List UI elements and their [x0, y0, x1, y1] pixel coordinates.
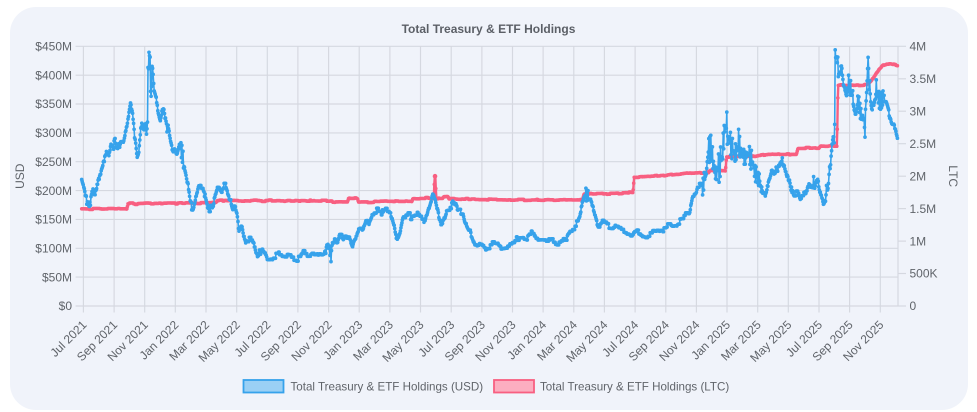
svg-text:Total Treasury & ETF Holdings: Total Treasury & ETF Holdings (LTC)	[540, 380, 729, 393]
svg-text:2.5M: 2.5M	[910, 137, 937, 151]
svg-text:1.5M: 1.5M	[910, 202, 937, 216]
svg-text:$300M: $300M	[35, 126, 72, 140]
svg-text:3.5M: 3.5M	[910, 72, 937, 86]
svg-text:$150M: $150M	[35, 213, 72, 227]
svg-text:LTC: LTC	[946, 165, 960, 187]
svg-text:$450M: $450M	[35, 40, 72, 54]
svg-text:USD: USD	[13, 163, 27, 189]
svg-text:0: 0	[910, 299, 917, 313]
svg-text:$50M: $50M	[42, 270, 72, 284]
svg-text:$0: $0	[59, 299, 73, 313]
svg-text:Total Treasury & ETF Holdings: Total Treasury & ETF Holdings	[402, 22, 576, 36]
svg-text:500K: 500K	[910, 267, 938, 281]
svg-text:Total Treasury & ETF Holdings: Total Treasury & ETF Holdings (USD)	[291, 380, 484, 393]
svg-text:1M: 1M	[910, 234, 927, 248]
svg-text:$250M: $250M	[35, 155, 72, 169]
svg-text:2M: 2M	[910, 169, 927, 183]
svg-text:$400M: $400M	[35, 68, 72, 82]
svg-text:$100M: $100M	[35, 242, 72, 256]
svg-text:4M: 4M	[910, 40, 927, 54]
svg-text:$200M: $200M	[35, 184, 72, 198]
svg-text:$350M: $350M	[35, 97, 72, 111]
svg-text:3M: 3M	[910, 104, 927, 118]
